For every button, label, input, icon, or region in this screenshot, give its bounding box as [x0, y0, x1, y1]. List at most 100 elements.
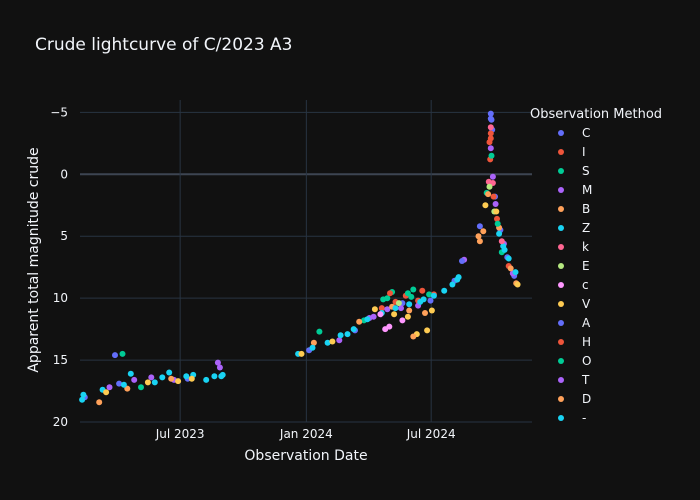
legend-item[interactable]: V: [558, 297, 591, 311]
y-tick-label: 0: [60, 167, 68, 181]
data-point: [494, 220, 501, 227]
data-point: [406, 307, 413, 314]
data-point: [408, 293, 415, 300]
data-point: [324, 339, 331, 346]
legend-item[interactable]: C: [558, 126, 590, 140]
legend-label: V: [582, 297, 591, 311]
legend-label: C: [582, 126, 590, 140]
data-point: [493, 208, 500, 215]
legend-item[interactable]: A: [558, 316, 591, 330]
y-tick-label: 10: [53, 291, 68, 305]
data-point: [168, 375, 175, 382]
data-point: [490, 193, 497, 200]
data-point: [487, 115, 494, 122]
data-point: [329, 338, 336, 345]
data-point: [203, 376, 210, 383]
y-tick-label: 20: [53, 415, 68, 429]
data-point: [512, 269, 519, 276]
legend-marker: [558, 168, 564, 174]
legend-marker: [558, 339, 564, 345]
y-tick-label: −5: [50, 105, 68, 119]
y-axis-label: Apparent total magnitude crude: [26, 147, 42, 372]
data-point: [386, 323, 393, 330]
data-point: [426, 291, 433, 298]
data-point: [485, 191, 492, 198]
data-point: [119, 350, 126, 357]
legend-title: Observation Method: [530, 107, 662, 122]
data-point: [487, 124, 494, 131]
legend-item[interactable]: k: [558, 240, 589, 254]
data-point: [441, 287, 448, 294]
data-point: [166, 369, 173, 376]
data-point: [427, 297, 434, 304]
data-point: [422, 310, 428, 316]
legend-marker: [558, 358, 564, 364]
data-point: [395, 300, 402, 307]
data-point: [482, 202, 489, 209]
data-point: [514, 281, 521, 288]
data-point: [316, 328, 323, 335]
data-point: [309, 344, 316, 351]
data-point: [144, 379, 151, 386]
data-point: [454, 276, 461, 283]
data-point: [356, 318, 363, 325]
legend-item[interactable]: c: [558, 278, 589, 292]
data-point: [486, 183, 493, 190]
legend-item[interactable]: H: [558, 335, 591, 349]
data-point: [404, 313, 411, 320]
data-point: [410, 333, 417, 340]
legend-marker: [558, 130, 564, 136]
data-point: [80, 391, 87, 398]
data-point: [417, 298, 424, 305]
legend-item[interactable]: -: [558, 411, 586, 425]
data-point: [498, 238, 505, 245]
legend-marker: [558, 301, 564, 307]
y-tick-label: 5: [60, 229, 68, 243]
legend-item[interactable]: T: [558, 373, 590, 387]
legend-label: B: [582, 202, 590, 216]
data-point: [487, 145, 494, 152]
data-point: [419, 287, 426, 294]
data-point: [344, 331, 351, 338]
legend-marker: [558, 415, 564, 421]
legend-item[interactable]: B: [558, 202, 590, 216]
legend-marker: [558, 396, 564, 402]
series-13: [216, 173, 496, 371]
data-point: [175, 378, 182, 385]
data-point: [476, 223, 483, 230]
legend-item[interactable]: M: [558, 183, 592, 197]
legend-item[interactable]: I: [558, 145, 586, 159]
grid-lines: [80, 100, 532, 423]
data-point: [378, 305, 385, 312]
legend-item[interactable]: E: [558, 259, 590, 273]
series-10: [112, 115, 494, 359]
legend-label: M: [582, 183, 592, 197]
legend-marker: [558, 225, 564, 231]
legend-marker: [558, 377, 564, 383]
data-point: [214, 359, 221, 366]
data-point: [364, 316, 371, 323]
legend-item[interactable]: Z: [558, 221, 590, 235]
data-point: [96, 399, 103, 406]
data-point: [449, 281, 456, 288]
data-point: [410, 286, 417, 293]
series-12: [380, 220, 501, 303]
legend-label: c: [582, 278, 589, 292]
data-point: [211, 373, 218, 380]
legend-item[interactable]: D: [558, 392, 591, 406]
data-point: [103, 389, 110, 396]
legend-item[interactable]: O: [558, 354, 591, 368]
legend-marker: [558, 206, 564, 212]
x-axis-label: Observation Date: [244, 448, 367, 464]
data-point: [298, 350, 305, 357]
data-point: [492, 201, 499, 207]
data-point: [430, 292, 437, 299]
legend-label: S: [582, 164, 590, 178]
legend-label: T: [581, 373, 590, 387]
data-point: [392, 305, 399, 312]
data-point: [120, 381, 127, 388]
data-point: [131, 376, 138, 383]
legend-item[interactable]: S: [558, 164, 590, 178]
